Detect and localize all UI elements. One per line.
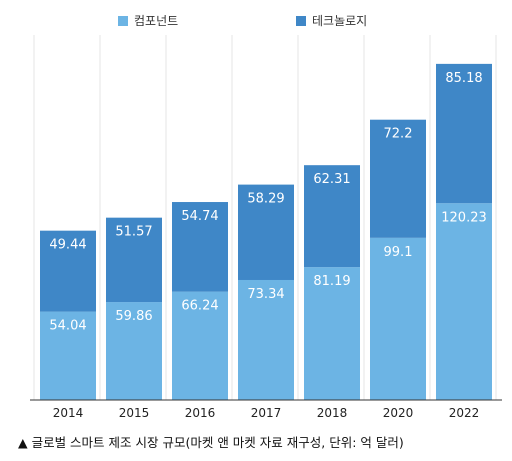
bar-technology [40, 230, 96, 312]
legend: 컴포넌트 테크놀로지 [118, 14, 367, 28]
x-tick-label: 2020 [383, 406, 414, 420]
bar-component [40, 311, 96, 400]
data-label: 99.1 [384, 245, 413, 260]
bar-technology [238, 184, 294, 280]
data-label: 72.2 [384, 127, 413, 142]
x-tick-label: 2022 [449, 406, 480, 420]
bar-component [370, 237, 426, 400]
bar-component [106, 302, 162, 400]
data-label: 51.57 [115, 225, 152, 240]
value-labels: 54.04 49.44 59.86 51.57 66.24 54.74 73.34 58.29… [49, 71, 486, 334]
legend-label: 컴포넌트 [134, 14, 178, 28]
chart-caption: ▲ 글로벌 스마트 제조 시장 규모(마켓 앤 마켓 자료 재구성, 단위: 억… [18, 435, 404, 450]
x-tick-label: 2018 [317, 406, 348, 420]
legend-swatch [118, 16, 128, 26]
data-label: 54.04 [49, 319, 86, 334]
data-label: 62.31 [313, 172, 350, 187]
bar-component [172, 291, 228, 400]
data-label: 59.86 [115, 309, 152, 324]
x-tick-label: 2017 [251, 406, 282, 420]
data-label: 120.23 [441, 210, 487, 225]
bar-component [436, 203, 492, 400]
data-label: 58.29 [247, 192, 284, 207]
data-label: 54.74 [181, 209, 218, 224]
bar-technology [172, 202, 228, 292]
bar-technology [436, 63, 492, 204]
data-label: 85.18 [445, 71, 482, 86]
bar-technology [106, 217, 162, 303]
x-axis: 2014 2015 2016 2017 2018 2020 2022 [30, 399, 502, 420]
x-tick-label: 2015 [119, 406, 150, 420]
stacked-bar-chart: 컴포넌트 테크놀로지 54.04 49.44 59.86 51.57 66.24 54.74… [30, 14, 502, 420]
legend-label: 테크놀로지 [312, 14, 367, 28]
x-tick-label: 2014 [53, 406, 84, 420]
bar-component [238, 279, 294, 400]
bar-technology [304, 165, 360, 268]
x-tick-label: 2016 [185, 406, 216, 420]
data-label: 49.44 [49, 238, 86, 253]
bars [40, 63, 492, 400]
data-label: 73.34 [247, 287, 284, 302]
legend-swatch [296, 16, 306, 26]
data-label: 81.19 [313, 274, 350, 289]
grid-lines [33, 35, 497, 400]
bar-component [304, 267, 360, 400]
data-label: 66.24 [181, 299, 218, 314]
bar-technology [370, 119, 426, 238]
